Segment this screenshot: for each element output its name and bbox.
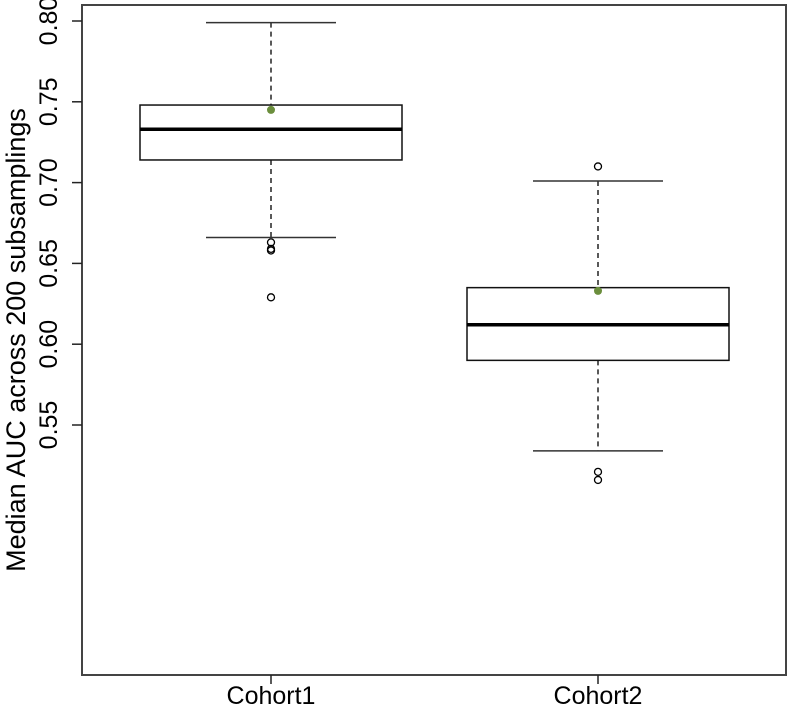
outlier-point xyxy=(593,162,603,171)
box-cohort2 xyxy=(466,162,730,485)
y-tick-label: 0.65 xyxy=(35,239,63,288)
x-tick-label: Cohort1 xyxy=(227,682,316,709)
plot-frame xyxy=(81,4,787,676)
box-cohort1 xyxy=(139,21,403,302)
outlier-point xyxy=(593,475,603,485)
y-axis-label: Median AUC across 200 subsamplings xyxy=(1,108,31,572)
boxes xyxy=(139,21,730,485)
plot-border xyxy=(81,4,787,676)
y-tick-label: 0.55 xyxy=(35,401,63,450)
mean-point xyxy=(267,105,275,114)
iqr-box xyxy=(139,104,403,161)
outlier-point xyxy=(266,293,276,302)
y-tick-label: 0.75 xyxy=(35,77,63,126)
outlier-point xyxy=(593,467,603,477)
y-tick-label: 0.80 xyxy=(35,0,63,45)
x-tick-label: Cohort2 xyxy=(554,682,643,709)
outlier-point xyxy=(266,246,276,255)
x-axis: Cohort1 Cohort2 xyxy=(227,675,643,709)
y-axis: 0.55 0.60 0.65 0.70 0.75 0.80 xyxy=(35,0,82,449)
y-tick-label: 0.60 xyxy=(35,320,63,369)
y-tick-label: 0.70 xyxy=(35,158,63,207)
mean-point xyxy=(594,286,602,295)
